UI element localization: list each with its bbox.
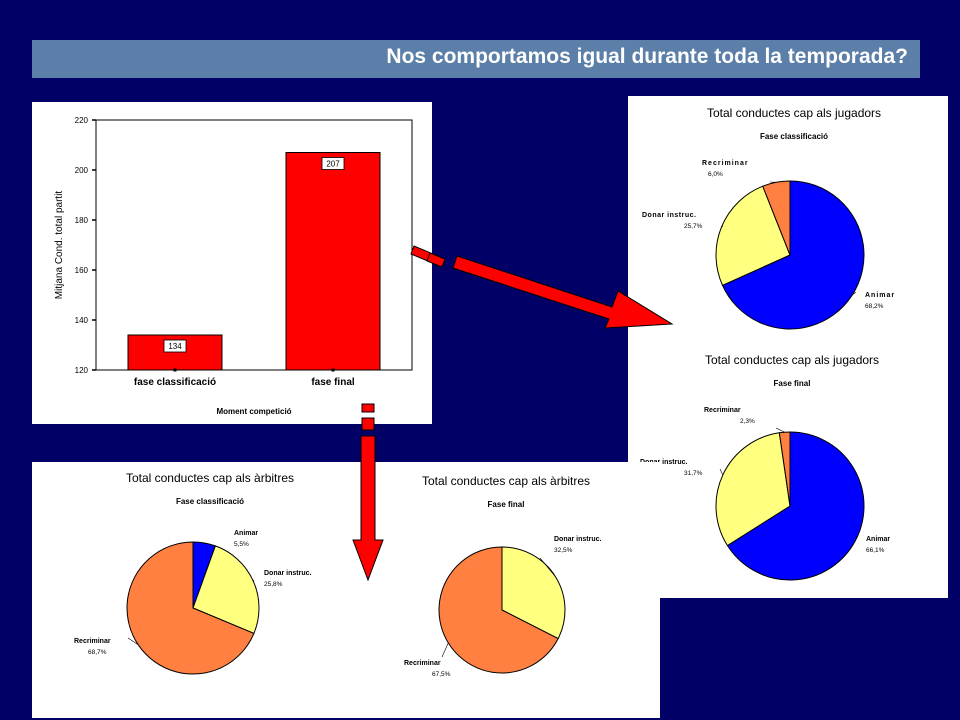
bar-chart-panel: 120 140 160 180 200 220 Mitjana Cond. total pa… <box>32 102 432 424</box>
pie-title: Total conductes cap als àrbitres <box>126 471 294 485</box>
pie-slice <box>762 180 791 256</box>
pie-slice-label: Animar <box>865 292 895 299</box>
slide-title: Nos comportamos igual durante toda la te… <box>386 45 908 68</box>
data-label: 207 <box>326 160 340 169</box>
players-pie-charts: Total conductes cap als jugadors Fase cla… <box>640 106 895 581</box>
x-tick-label: fase final <box>311 377 355 388</box>
pie-slice-label: Animar <box>234 530 258 537</box>
y-axis-label: Mitjana Cond. total partit <box>54 191 65 300</box>
y-tick-label: 140 <box>75 316 89 325</box>
pie-slice <box>778 431 791 507</box>
pie-pct-label: 31,7% <box>684 470 703 477</box>
pie-slice-label: Recriminar <box>702 160 749 167</box>
x-tick-label: fase classificació <box>134 377 216 388</box>
pie-subtitle: Fase final <box>488 500 525 509</box>
pie-leader-line <box>127 637 139 645</box>
x-axis-label: Moment competició <box>216 407 291 416</box>
pie-leader-line <box>854 535 858 542</box>
pie-title: Total conductes cap als àrbitres <box>422 474 590 488</box>
pie-pct-label: 25,8% <box>264 581 283 588</box>
pie-slice-label: Recriminar <box>404 660 441 667</box>
pie-pct-label: 68,7% <box>88 649 107 656</box>
pie-leader-line <box>775 427 785 433</box>
pie-slice-label: Donar instruc. <box>642 212 696 219</box>
players-pie-panel: Total conductes cap als jugadors Fase cla… <box>628 96 948 598</box>
pie-slice <box>721 180 865 330</box>
data-label-box <box>163 339 187 353</box>
data-label: 134 <box>168 342 182 351</box>
pie-pct-label: 25,7% <box>684 223 703 230</box>
y-tick-label: 180 <box>75 216 89 225</box>
x-tick-mark <box>173 368 177 372</box>
pie-subtitle: Fase classificació <box>176 497 244 506</box>
pie-slice-label: Recriminar <box>74 638 111 645</box>
pie-slice-label: Donar instruc. <box>640 459 688 466</box>
referees-pie-panel: Total conductes cap als àrbitres Fase cla… <box>32 462 660 718</box>
pie-leader-line <box>721 225 724 228</box>
pie-slice-label: Donar instruc. <box>264 570 312 577</box>
y-tick-label: 160 <box>75 266 89 275</box>
pie-slice-label: Animar <box>866 536 890 543</box>
pie-pct-label: 68,2% <box>865 303 884 310</box>
y-tick-label: 220 <box>75 116 89 125</box>
pie-leader-line <box>719 468 724 476</box>
referees-pie-charts: Total conductes cap als àrbitres Fase cla… <box>74 471 602 678</box>
pie-slice-label: Donar instruc. <box>554 536 602 543</box>
pie-title: Total conductes cap als jugadors <box>707 106 881 120</box>
pie-slice <box>126 541 255 675</box>
pie-pct-label: 32,5% <box>554 547 573 554</box>
pie-leader-line <box>204 542 206 545</box>
pie-subtitle: Fase final <box>774 379 811 388</box>
pie-pct-label: 66,1% <box>866 547 885 554</box>
pie-slice <box>715 432 791 547</box>
pie-pct-label: 5,5% <box>234 541 249 548</box>
y-tick-label: 200 <box>75 166 89 175</box>
pie-pct-label: 67,5% <box>432 671 451 678</box>
pie-pct-label: 2,3% <box>740 418 755 425</box>
pie-leader-line <box>539 557 556 578</box>
slide-title-bar: Nos comportamos igual durante toda la te… <box>32 40 920 78</box>
pie-slice <box>438 546 559 674</box>
pie-leader-line <box>253 579 255 582</box>
bar <box>285 152 381 371</box>
y-tick-label: 120 <box>75 366 89 375</box>
pie-slice <box>192 545 260 635</box>
x-tick-mark <box>331 368 335 372</box>
pie-leader-line <box>441 642 449 658</box>
data-label-box <box>321 157 345 170</box>
pie-subtitle: Fase classificació <box>760 132 828 141</box>
pie-pct-label: 6,0% <box>708 171 723 178</box>
pie-leader-line <box>851 291 857 296</box>
bar-chart: 120 140 160 180 200 220 Mitjana Cond. total pa… <box>54 116 413 416</box>
pie-title: Total conductes cap als jugadors <box>705 353 879 367</box>
pie-slice-label: Recriminar <box>704 407 741 414</box>
